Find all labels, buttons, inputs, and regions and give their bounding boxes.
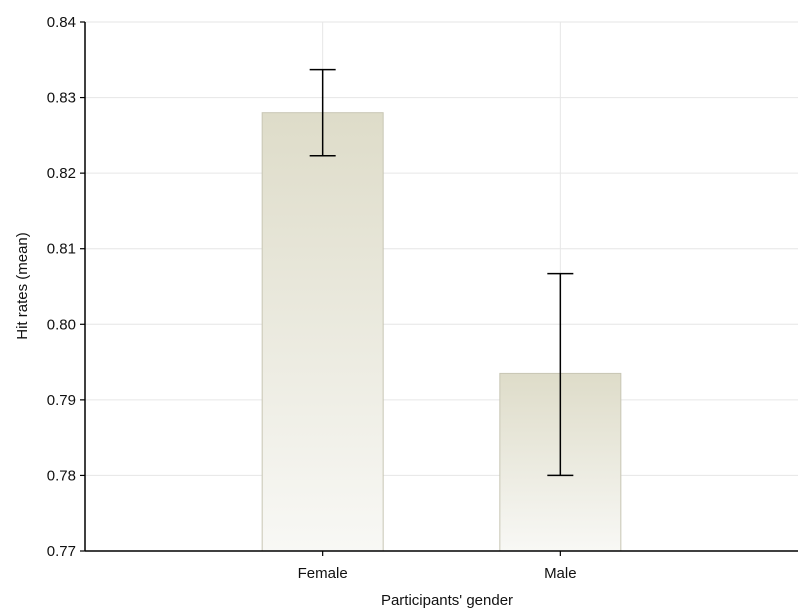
y-axis-title: Hit rates (mean) xyxy=(14,232,31,340)
x-tick-label: Female xyxy=(298,565,348,582)
y-tick-label: 0.78 xyxy=(47,467,76,484)
y-tick-label: 0.83 xyxy=(47,90,76,107)
y-tick-label: 0.84 xyxy=(47,14,76,31)
bars xyxy=(261,112,622,552)
y-tick-label: 0.77 xyxy=(47,543,76,560)
x-tick-label: Male xyxy=(544,565,577,582)
bar-female xyxy=(261,112,384,552)
y-tick-label: 0.80 xyxy=(47,316,76,333)
tick-labels: 0.84 0.83 0.82 0.81 0.80 0.79 0.78 0.77 Female Ma… xyxy=(47,14,577,582)
y-tick-label: 0.81 xyxy=(47,241,76,258)
y-tick-label: 0.79 xyxy=(47,392,76,409)
error-bars xyxy=(309,68,574,477)
y-tick-label: 0.82 xyxy=(47,165,76,182)
gridlines xyxy=(85,21,798,552)
x-axis-title: Participants' gender xyxy=(381,592,513,609)
axes xyxy=(80,21,798,556)
